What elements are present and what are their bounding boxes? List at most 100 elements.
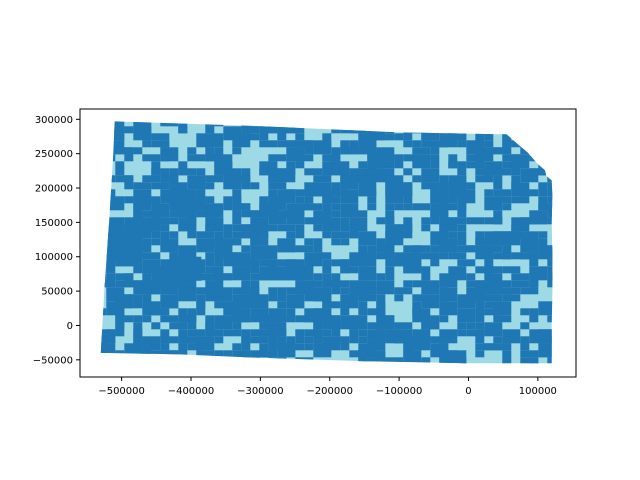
county-polygon [187,343,206,351]
county-polygon [169,217,179,225]
county-polygon [475,238,494,246]
county-polygon [511,140,521,148]
county-polygon [430,210,440,225]
county-polygon [304,259,314,267]
county-polygon [151,168,161,176]
county-polygon [457,364,475,371]
county-polygon [439,364,448,371]
county-polygon [385,203,395,211]
county-polygon [223,224,233,239]
county-polygon [115,350,125,358]
y-tick-label: 250000 [35,149,73,160]
county-polygon [412,203,431,211]
county-polygon [466,294,485,302]
county-polygon [547,140,553,148]
county-polygon [268,175,278,183]
county-polygon [511,224,521,232]
county-polygon [214,287,233,302]
county-polygon [457,322,467,330]
county-polygon [394,294,404,302]
county-polygon [205,175,224,183]
county-polygon [511,280,530,288]
county-polygon [169,189,179,197]
county-polygon [547,126,553,141]
county-polygon [403,266,422,274]
county-polygon [448,217,467,225]
county-polygon [241,259,260,267]
county-polygon [100,280,107,288]
county-polygon [367,287,377,295]
county-polygon [313,252,332,260]
county-polygon [448,231,458,239]
county-polygon [124,294,134,302]
county-polygon [268,182,287,190]
county-polygon [475,322,485,330]
county-polygon [223,364,241,378]
county-polygon [457,161,467,176]
county-polygon [151,322,161,330]
county-polygon [115,322,125,337]
county-polygon [295,315,314,323]
county-polygon [169,210,188,218]
county-polygon [304,217,323,225]
county-polygon [439,252,449,260]
county-polygon [331,121,341,127]
county-polygon [547,121,553,127]
county-polygon [223,350,233,364]
county-polygon [205,133,224,148]
county-polygon [547,133,553,148]
county-polygon [376,121,395,127]
county-polygon [133,364,151,371]
county-polygon [439,343,449,351]
county-polygon [421,357,431,364]
county-polygon [430,147,440,155]
county-polygon [358,161,368,169]
county-polygon [547,315,553,323]
county-polygon [313,224,323,232]
county-polygon [124,273,134,281]
county-polygon [241,231,260,239]
county-polygon [169,203,179,211]
county-polygon [340,336,350,351]
county-polygon [322,259,332,274]
county-polygon [538,182,548,197]
county-polygon [538,231,548,239]
county-polygon [295,224,305,239]
county-polygon [259,301,269,309]
county-polygon [133,147,143,155]
county-polygon [124,364,142,378]
county-polygon [358,294,377,302]
county-polygon [205,196,215,204]
county-polygon [304,203,323,211]
county-polygon [187,224,197,239]
county-polygon [529,154,548,162]
county-polygon [385,245,395,260]
county-polygon [100,259,107,274]
county-polygon [100,350,107,364]
county-polygon [412,140,422,148]
county-polygon [250,259,260,274]
county-polygon [214,168,224,176]
county-polygon [313,238,323,253]
county-polygon [538,301,553,316]
county-polygon [214,217,224,225]
county-polygon [493,252,512,260]
county-polygon [340,238,350,246]
county-polygon [358,252,377,267]
county-polygon [106,154,116,162]
county-polygon [115,364,133,371]
county-polygon [241,336,251,351]
county-polygon [133,357,143,364]
county-polygon [169,350,179,358]
county-polygon [394,203,404,211]
county-polygon [358,329,368,337]
county-polygon [322,154,341,162]
county-polygon [106,273,116,288]
county-polygon [304,343,314,351]
county-polygon [286,287,305,295]
county-polygon [187,315,197,323]
county-polygon [214,364,232,371]
county-polygon [142,238,152,253]
county-polygon [421,175,431,183]
county-polygon [268,315,287,323]
